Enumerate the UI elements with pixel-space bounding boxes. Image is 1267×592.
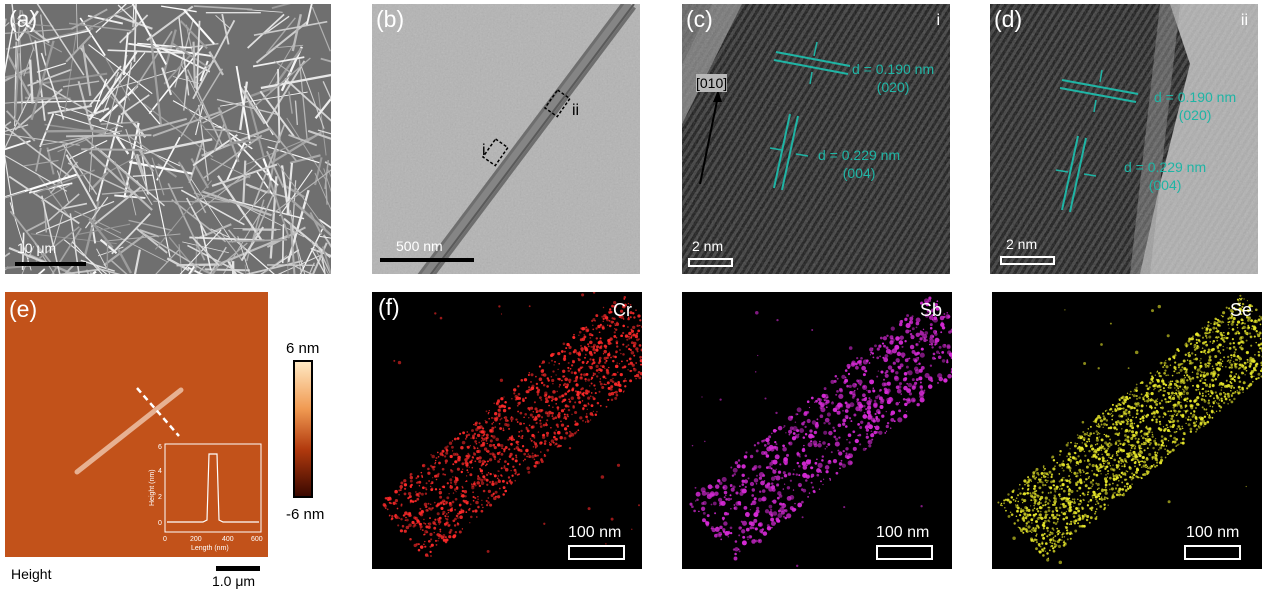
scalebar-sb-label: 100 nm (876, 524, 930, 541)
region-ii-box (543, 88, 571, 118)
sem-nanowire-field (5, 4, 331, 274)
spacing-label-c-2: d = 0.229 nm (004) (818, 146, 900, 182)
colorbar (293, 360, 313, 498)
inset-xlabel: Length (nm) (191, 545, 229, 552)
spacing-value: d = 0.190 nm (1154, 89, 1237, 105)
inset-ytick: 0 (158, 520, 162, 527)
spacing-value: d = 0.229 nm (1124, 159, 1207, 175)
panel-label-b: (b) (376, 6, 405, 32)
element-label-cr: Cr (613, 300, 632, 320)
spacing-value: d = 0.229 nm (818, 147, 901, 163)
scalebar-e (216, 566, 260, 571)
direction-arrow (699, 95, 719, 185)
spacing-label-d-2: d = 0.229 nm (004) (1124, 158, 1206, 194)
scalebar-d (1000, 256, 1055, 265)
panel-label-f: (f) (378, 294, 400, 320)
lattice-fringes-d (990, 4, 1258, 274)
eds-map-sb: Sb 100 nm (682, 292, 952, 569)
scalebar-d-label: 2 nm (1006, 236, 1038, 252)
panel-label-d: (d) (994, 6, 1023, 32)
region-i-box (481, 137, 509, 167)
panel-e-afm-image: (e) 0 200 400 600 0 2 4 6 Length (nm) He… (5, 292, 268, 557)
afm-height-map (5, 292, 268, 557)
inset-ytick: 6 (158, 444, 162, 451)
region-label-ii: ii (572, 102, 580, 119)
corner-label-i: i (936, 12, 940, 29)
inset-xtick: 400 (222, 536, 234, 543)
scalebar-cr-label: 100 nm (568, 524, 622, 541)
panel-c-hrtem-image: (c) i [010] d = 0.190 nm (020) d = 0.229… (682, 4, 950, 274)
afm-profile-inset: 0 200 400 600 0 2 4 6 Length (nm) Height… (145, 440, 265, 552)
colorbar-gradient (295, 362, 311, 496)
panel-d-hrtem-image: (d) ii d = 0.190 nm (020) d = 0.229 nm (… (990, 4, 1258, 274)
afm-caption: Height (11, 566, 52, 582)
scalebar-se (1184, 545, 1241, 560)
panel-a-sem-image: (a) 10 μm (5, 4, 331, 274)
inset-ytick: 4 (158, 468, 162, 475)
scalebar-c-label: 2 nm (692, 238, 724, 254)
cr-distribution (382, 292, 642, 557)
plane-index: (020) (876, 79, 910, 95)
sb-distribution (689, 296, 952, 568)
direction-label: [010] (696, 74, 728, 92)
eds-map-cr: (f) Cr 100 nm (372, 292, 642, 569)
scalebar-se-label: 100 nm (1186, 524, 1240, 541)
afm-profile-line (136, 387, 180, 437)
colorbar-max-label: 6 nm (286, 340, 320, 357)
panel-label-e: (e) (9, 296, 38, 322)
element-label-sb: Sb (919, 300, 942, 320)
colorbar-min-label: -6 nm (286, 506, 325, 523)
scalebar-c (688, 258, 733, 267)
plane-index: (020) (1178, 107, 1212, 123)
plane-index: (004) (842, 165, 876, 181)
scalebar-a (15, 262, 86, 266)
scalebar-b (380, 258, 474, 262)
region-label-i: i (482, 142, 486, 159)
spacing-label-d-1: d = 0.190 nm (020) (1154, 88, 1236, 124)
plane-index: (004) (1148, 177, 1182, 193)
scalebar-sb (876, 545, 933, 560)
scalebar-e-label: 1.0 μm (212, 573, 256, 589)
eds-map-se: Se 100 nm (992, 292, 1262, 569)
nanowire-tem (372, 4, 640, 274)
se-distribution (997, 294, 1262, 565)
inset-xtick: 600 (251, 536, 263, 543)
panel-label-c: (c) (686, 6, 713, 32)
scalebar-cr (568, 545, 625, 560)
inset-xtick: 0 (163, 536, 167, 543)
inset-ytick: 2 (158, 494, 162, 501)
spacing-value: d = 0.190 nm (852, 61, 935, 77)
inset-xtick: 200 (190, 536, 202, 543)
scalebar-a-label: 10 μm (17, 240, 57, 256)
corner-label-ii: ii (1240, 12, 1248, 29)
element-label-se: Se (1229, 300, 1252, 320)
scalebar-b-label: 500 nm (396, 238, 443, 254)
panel-label-a: (a) (9, 6, 38, 32)
spacing-label-c-1: d = 0.190 nm (020) (852, 60, 934, 96)
profile-plot: 0 200 400 600 0 2 4 6 Length (nm) Height… (149, 443, 263, 552)
lattice-fringes-c (682, 4, 950, 274)
panel-b-tem-image: (b) i ii 500 nm (372, 4, 640, 274)
inset-ylabel: Height (nm) (149, 469, 156, 506)
